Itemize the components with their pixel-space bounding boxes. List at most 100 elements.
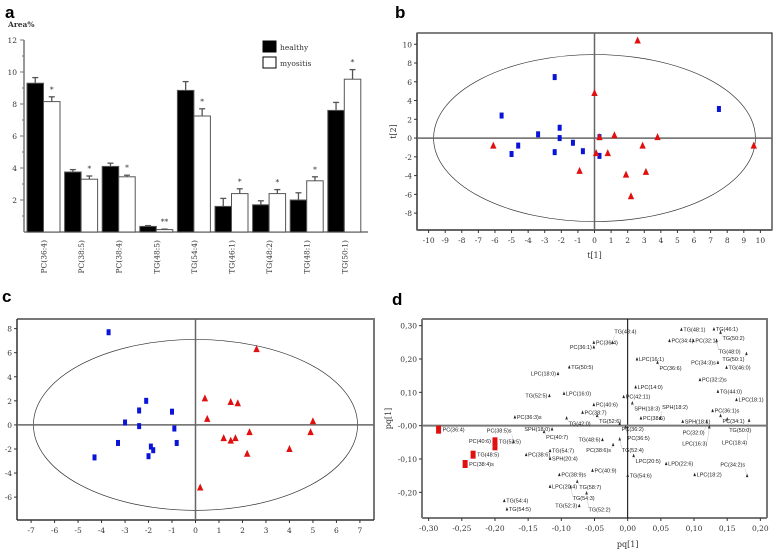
plot-frame xyxy=(422,318,768,518)
label-leader-line xyxy=(612,335,615,343)
point-healthy xyxy=(557,135,562,142)
loading-point xyxy=(632,453,635,458)
point-myositis xyxy=(227,436,234,444)
point-myositis xyxy=(611,131,618,139)
x-tick-label: 0,00 xyxy=(619,524,636,533)
loading-point xyxy=(656,360,659,364)
y-tick-label: -4 xyxy=(5,469,13,478)
x-tick-label: 7 xyxy=(708,236,713,245)
loading-point xyxy=(715,338,718,343)
loading-label: PC(40:6) xyxy=(469,439,491,445)
loading-point xyxy=(550,427,554,431)
loading-label: LPC(18:2) xyxy=(697,473,722,479)
loading-label: PC(36:1)s xyxy=(715,409,740,415)
loading-point xyxy=(548,484,552,488)
point-myositis xyxy=(576,166,583,174)
label-leader-line xyxy=(716,340,719,350)
loading-label: PC(34:3)s xyxy=(691,360,716,366)
label-leader-line xyxy=(611,444,614,449)
loading-label: PC(38:6) xyxy=(528,453,550,459)
bar-myositis xyxy=(43,101,61,233)
loading-point xyxy=(668,338,671,343)
label-leader-line xyxy=(577,481,580,485)
x-tick-label: 0,10 xyxy=(686,524,703,533)
loading-label: LPC(16:3) xyxy=(682,442,707,448)
panel-label-a: a xyxy=(5,3,15,22)
loading-label: TG(50:1) xyxy=(722,357,744,363)
loading-label: SPH(18:0) xyxy=(524,427,550,433)
point-healthy xyxy=(552,149,557,156)
loading-label: LPC(18:1) xyxy=(738,398,763,404)
point-myositis xyxy=(596,133,603,141)
point-healthy xyxy=(516,142,521,149)
loading-point xyxy=(626,473,629,477)
scatter-c: -7 -6 -5 -4 -3 -2 -1 0 1 2 3 4 5 6 7 -6 -4 -2 0 2 4 6 8 xyxy=(5,318,375,535)
loading-point xyxy=(577,503,581,508)
y-tick-label: 8 xyxy=(407,59,412,68)
loading-label: PC(38:4)s xyxy=(469,462,494,468)
x-tick-label: -0,05 xyxy=(585,524,604,533)
x-tick-label: 2 xyxy=(625,236,630,245)
point-myositis xyxy=(220,434,227,442)
bar-myositis xyxy=(80,178,99,233)
loading-point xyxy=(716,389,720,393)
panel-label-c: c xyxy=(2,287,11,306)
point-healthy xyxy=(123,419,128,426)
point-myositis xyxy=(634,36,641,44)
label-leader-line xyxy=(632,402,635,407)
loading-point xyxy=(719,330,722,334)
loading-label: TG(52:4) xyxy=(622,448,644,454)
x-tick-label: -6 xyxy=(491,236,499,245)
panel-label-b: b xyxy=(395,3,405,22)
point-healthy xyxy=(137,407,142,414)
scatter-b: -10 -9 -8 -7 -6 -5 -4 -3 -2 -1 0 1 2 3 4 5 6 7 8 9 10-8-6-4-… xyxy=(389,32,773,260)
loading-label: LPC(18:0) xyxy=(531,372,556,378)
loading-point xyxy=(505,507,509,511)
loading-label: LPD(22:6) xyxy=(668,462,693,468)
y-tick-label: 10 xyxy=(402,40,412,49)
x-tick-label: 2 xyxy=(240,526,245,535)
x-tick-label: -0,15 xyxy=(519,524,538,533)
x-tick-label: 3 xyxy=(642,236,647,245)
loading-label: PC(40:7) xyxy=(546,435,568,441)
point-healthy xyxy=(172,425,177,432)
loading-label: TG(50:5) xyxy=(571,365,593,371)
significance-mark: * xyxy=(50,85,54,94)
loading-label: PC(40:6) xyxy=(596,403,618,409)
loading-point xyxy=(618,437,622,441)
label-leader-line xyxy=(633,455,636,460)
x-tick-label: 0 xyxy=(193,526,198,535)
x-tick-label: -7 xyxy=(475,236,483,245)
x-tick-label: 0,15 xyxy=(719,524,736,533)
loading-label: TG(54:5) xyxy=(509,507,531,513)
y-tick-label: 0 xyxy=(7,421,12,430)
loading-point xyxy=(567,365,571,369)
y-tick-label: -2 xyxy=(405,153,413,162)
loading-point xyxy=(592,402,596,407)
x-tick-label: TG(54:4) xyxy=(190,240,199,274)
x-tick-label: -3 xyxy=(541,236,549,245)
label-leader-line xyxy=(597,415,600,420)
significance-mark: * xyxy=(87,164,91,173)
loading-point-highlight xyxy=(462,460,468,468)
point-myositis xyxy=(604,149,611,157)
y-tick-label: 2 xyxy=(7,397,12,406)
label-leader-line xyxy=(720,332,723,336)
legend-swatch-myositis xyxy=(262,56,277,69)
loading-label: PC(38:9)s xyxy=(561,473,586,479)
bar-myositis xyxy=(118,176,136,233)
label-leader-line xyxy=(657,362,660,366)
x-tick-label: -1 xyxy=(574,236,581,245)
loading-point xyxy=(711,408,714,413)
loading-point xyxy=(639,416,643,420)
y-tick-label: 2 xyxy=(407,115,412,124)
loading-label: TG(50:0) xyxy=(729,428,751,434)
loading-point xyxy=(562,391,566,395)
loading-label: TG(42:0) xyxy=(569,422,591,428)
point-healthy xyxy=(148,443,153,450)
point-myositis xyxy=(232,434,239,442)
x-tick-label: -10 xyxy=(423,236,435,245)
x-tick-label: -8 xyxy=(458,236,466,245)
point-myositis xyxy=(227,398,234,406)
loading-point xyxy=(595,413,599,418)
